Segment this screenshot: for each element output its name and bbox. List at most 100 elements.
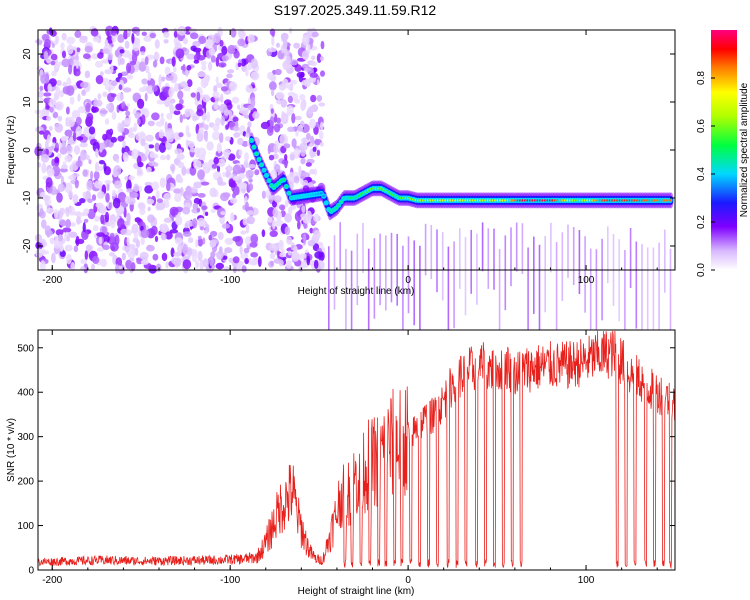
noise-speck xyxy=(174,237,183,245)
streak xyxy=(367,248,370,351)
noise-speck xyxy=(116,158,120,164)
ridge-core xyxy=(668,199,672,202)
noise-speck xyxy=(107,86,112,93)
noise-speck xyxy=(250,71,260,81)
noise-speck xyxy=(224,247,233,254)
noise-speck xyxy=(210,55,216,63)
noise-speck xyxy=(287,250,292,256)
noise-speck xyxy=(131,148,139,160)
noise-speck xyxy=(72,131,77,142)
noise-speck xyxy=(223,109,230,116)
noise-speck xyxy=(129,192,139,199)
noise-speck xyxy=(159,154,167,161)
noise-speck xyxy=(170,163,176,172)
streak xyxy=(584,236,586,313)
noise-speck xyxy=(276,250,280,256)
noise-speck xyxy=(102,77,110,87)
noise-speck xyxy=(87,208,96,220)
noise-speck xyxy=(140,229,150,239)
noise-speck xyxy=(53,147,59,152)
noise-speck xyxy=(126,188,134,193)
noise-speck xyxy=(245,84,253,93)
noise-speck xyxy=(154,142,160,152)
noise-speck xyxy=(122,151,129,162)
noise-speck xyxy=(283,38,288,49)
noise-speck xyxy=(303,233,307,245)
noise-speck xyxy=(47,134,51,144)
noise-speck xyxy=(62,81,68,87)
noise-speck xyxy=(203,124,209,131)
noise-speck xyxy=(306,177,311,182)
noise-speck xyxy=(77,106,87,114)
noise-speck xyxy=(127,197,136,205)
noise-speck xyxy=(218,62,227,68)
noise-speck xyxy=(272,207,279,218)
noise-speck xyxy=(185,69,189,77)
noise-speck xyxy=(154,52,160,60)
noise-speck xyxy=(316,260,325,271)
noise-speck xyxy=(283,143,291,149)
noise-speck xyxy=(50,60,56,66)
noise-speck xyxy=(104,179,112,185)
streak xyxy=(538,244,541,339)
noise-speck xyxy=(126,237,130,246)
noise-speck xyxy=(247,121,252,128)
noise-speck xyxy=(127,132,135,139)
noise-speck xyxy=(71,109,81,119)
noise-speck xyxy=(133,232,139,239)
noise-speck xyxy=(216,142,222,154)
noise-speck xyxy=(166,181,171,192)
noise-speck xyxy=(99,109,108,114)
noise-speck xyxy=(287,126,295,132)
noise-speck xyxy=(215,262,224,270)
noise-speck xyxy=(177,161,185,169)
noise-speck xyxy=(185,185,192,196)
noise-speck xyxy=(73,245,79,253)
noise-speck xyxy=(102,48,110,54)
noise-speck xyxy=(246,216,255,225)
noise-speck xyxy=(281,159,289,165)
noise-speck xyxy=(250,252,259,258)
noise-speck xyxy=(198,35,207,45)
streak xyxy=(578,230,581,294)
noise-speck xyxy=(291,138,297,148)
noise-speck xyxy=(41,248,46,256)
noise-speck xyxy=(133,187,140,192)
noise-speck xyxy=(238,172,246,179)
spectrogram-x-label: Height of straight line (km) xyxy=(298,286,415,297)
noise-speck xyxy=(250,58,258,69)
noise-speck xyxy=(311,31,319,38)
noise-speck xyxy=(190,45,197,52)
noise-speck xyxy=(105,129,113,140)
noise-speck xyxy=(117,192,127,203)
noise-speck xyxy=(176,153,185,160)
noise-speck xyxy=(140,46,146,53)
noise-speck xyxy=(169,206,179,216)
noise-speck xyxy=(230,82,234,87)
noise-speck xyxy=(41,219,47,229)
noise-speck xyxy=(149,151,156,159)
noise-speck xyxy=(316,79,320,85)
noise-speck xyxy=(98,236,103,245)
noise-speck xyxy=(215,117,221,127)
noise-speck xyxy=(147,71,152,81)
noise-speck xyxy=(175,257,182,267)
noise-speck xyxy=(105,118,110,125)
noise-speck xyxy=(76,238,85,245)
streak xyxy=(430,225,433,280)
noise-speck xyxy=(284,226,291,236)
noise-speck xyxy=(186,65,192,71)
noise-speck xyxy=(55,229,64,236)
y-tick-label: 300 xyxy=(17,432,34,443)
noise-speck xyxy=(126,212,131,223)
noise-speck xyxy=(104,39,109,47)
noise-speck xyxy=(269,116,275,127)
noise-speck xyxy=(83,53,91,60)
noise-speck xyxy=(232,192,236,199)
noise-speck xyxy=(144,142,150,151)
noise-speck xyxy=(61,164,68,170)
noise-speck xyxy=(83,218,89,223)
noise-speck xyxy=(152,85,158,92)
noise-speck xyxy=(70,262,76,272)
noise-speck xyxy=(206,111,210,123)
